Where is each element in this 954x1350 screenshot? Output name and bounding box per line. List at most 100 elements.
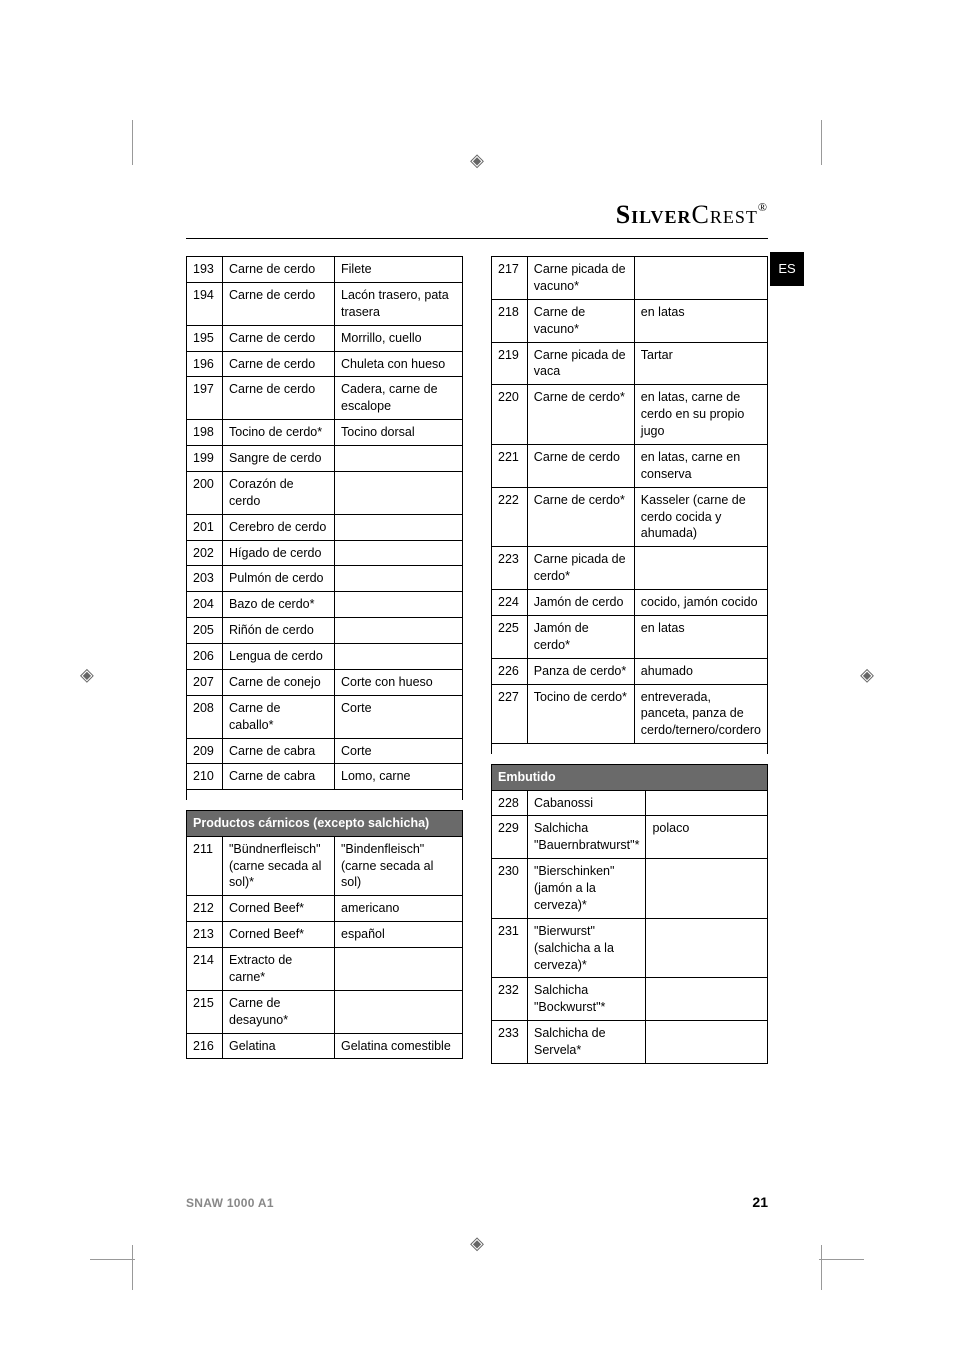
code-cell: 194 bbox=[187, 282, 223, 325]
name-cell: Extracto de carne* bbox=[223, 948, 335, 991]
code-cell: 200 bbox=[187, 471, 223, 514]
code-cell: 224 bbox=[492, 590, 528, 616]
name-cell: Carne de cerdo bbox=[223, 257, 335, 283]
name-cell: Jamón de cerdo bbox=[527, 590, 634, 616]
code-cell: 211 bbox=[187, 836, 223, 896]
name-cell: Carne de cerdo bbox=[527, 444, 634, 487]
code-cell: 199 bbox=[187, 446, 223, 472]
name-cell: Carne picada de cerdo* bbox=[527, 547, 634, 590]
code-cell: 197 bbox=[187, 377, 223, 420]
content-area: 193Carne de cerdoFilete194Carne de cerdo… bbox=[186, 256, 768, 1182]
detail-cell: Lacón trasero, pata trasera bbox=[335, 282, 463, 325]
name-cell: Corazón de cerdo bbox=[223, 471, 335, 514]
code-cell: 217 bbox=[492, 257, 528, 300]
crop-mark bbox=[132, 1245, 133, 1290]
detail-cell: en latas bbox=[634, 615, 767, 658]
registered-icon: ® bbox=[758, 200, 768, 214]
detail-cell: español bbox=[335, 922, 463, 948]
left-column: 193Carne de cerdoFilete194Carne de cerdo… bbox=[186, 256, 463, 1182]
code-cell: 219 bbox=[492, 342, 528, 385]
name-cell: Salchicha "Bockwurst"* bbox=[528, 978, 646, 1021]
code-cell: 205 bbox=[187, 618, 223, 644]
code-cell: 226 bbox=[492, 658, 528, 684]
table-row: 199Sangre de cerdo bbox=[187, 446, 463, 472]
table-row: 228Cabanossi bbox=[492, 790, 768, 816]
detail-cell bbox=[335, 514, 463, 540]
table-row: 198Tocino de cerdo*Tocino dorsal bbox=[187, 420, 463, 446]
table-row: 219Carne picada de vacaTartar bbox=[492, 342, 768, 385]
detail-cell: Corte bbox=[335, 695, 463, 738]
detail-cell bbox=[335, 644, 463, 670]
detail-cell bbox=[646, 790, 768, 816]
brand-logo: SilverCrest® bbox=[616, 200, 768, 230]
code-cell: 195 bbox=[187, 325, 223, 351]
table-row: 224Jamón de cerdococido, jamón cocido bbox=[492, 590, 768, 616]
name-cell: Salchicha de Servela* bbox=[528, 1021, 646, 1064]
name-cell: "Bierwurst" (salchicha a la cerveza)* bbox=[528, 918, 646, 978]
detail-cell bbox=[335, 592, 463, 618]
table-row: 193Carne de cerdoFilete bbox=[187, 257, 463, 283]
detail-cell bbox=[335, 990, 463, 1033]
registration-mark-icon: ◈ bbox=[470, 1233, 484, 1254]
code-cell: 207 bbox=[187, 669, 223, 695]
spacer-row bbox=[492, 744, 768, 754]
table-row: 207Carne de conejoCorte con hueso bbox=[187, 669, 463, 695]
table-row: 203Pulmón de cerdo bbox=[187, 566, 463, 592]
detail-cell: en latas, carne de cerdo en su propio ju… bbox=[634, 385, 767, 445]
table-row: 216GelatinaGelatina comestible bbox=[187, 1033, 463, 1059]
model-label: SNAW 1000 A1 bbox=[186, 1196, 274, 1210]
name-cell: Carne de cerdo bbox=[223, 325, 335, 351]
name-cell: Carne de cerdo bbox=[223, 282, 335, 325]
detail-cell bbox=[646, 1021, 768, 1064]
table-right-b: Embutido228Cabanossi229Salchicha "Bauern… bbox=[491, 764, 768, 1064]
spacer-cell bbox=[187, 790, 463, 800]
name-cell: Carne picada de vaca bbox=[527, 342, 634, 385]
registration-mark-icon: ◈ bbox=[80, 665, 94, 686]
code-cell: 198 bbox=[187, 420, 223, 446]
crop-mark bbox=[819, 1259, 864, 1260]
table-row: 204Bazo de cerdo* bbox=[187, 592, 463, 618]
code-cell: 216 bbox=[187, 1033, 223, 1059]
code-cell: 204 bbox=[187, 592, 223, 618]
section-header-row: Productos cárnicos (excepto salchicha) bbox=[187, 810, 463, 836]
name-cell: Salchicha "Bauernbratwurst"* bbox=[528, 816, 646, 859]
table-row: 217Carne picada de vacuno* bbox=[492, 257, 768, 300]
code-cell: 203 bbox=[187, 566, 223, 592]
table-row: 202Hígado de cerdo bbox=[187, 540, 463, 566]
code-cell: 214 bbox=[187, 948, 223, 991]
name-cell: Lengua de cerdo bbox=[223, 644, 335, 670]
table-row: 195Carne de cerdoMorrillo, cuello bbox=[187, 325, 463, 351]
section-header-row: Embutido bbox=[492, 764, 768, 790]
detail-cell bbox=[335, 566, 463, 592]
code-cell: 202 bbox=[187, 540, 223, 566]
table-row: 215Carne de desayuno* bbox=[187, 990, 463, 1033]
name-cell: Cabanossi bbox=[528, 790, 646, 816]
code-cell: 212 bbox=[187, 896, 223, 922]
detail-cell: cocido, jamón cocido bbox=[634, 590, 767, 616]
detail-cell: Corte con hueso bbox=[335, 669, 463, 695]
name-cell: Tocino de cerdo* bbox=[223, 420, 335, 446]
detail-cell: en latas bbox=[634, 299, 767, 342]
name-cell: Bazo de cerdo* bbox=[223, 592, 335, 618]
detail-cell: polaco bbox=[646, 816, 768, 859]
table-row: 213Corned Beef*español bbox=[187, 922, 463, 948]
code-cell: 196 bbox=[187, 351, 223, 377]
name-cell: Tocino de cerdo* bbox=[527, 684, 634, 744]
code-cell: 232 bbox=[492, 978, 528, 1021]
detail-cell bbox=[646, 859, 768, 919]
crop-mark bbox=[90, 1259, 135, 1260]
table-row: 218Carne de vacuno*en latas bbox=[492, 299, 768, 342]
detail-cell bbox=[335, 540, 463, 566]
detail-cell: Gelatina comestible bbox=[335, 1033, 463, 1059]
name-cell: Cerebro de cerdo bbox=[223, 514, 335, 540]
detail-cell: Morrillo, cuello bbox=[335, 325, 463, 351]
code-cell: 225 bbox=[492, 615, 528, 658]
code-cell: 215 bbox=[187, 990, 223, 1033]
name-cell: Carne de cabra bbox=[223, 764, 335, 790]
table-row: 211"Bündnerfleisch" (carne secada al sol… bbox=[187, 836, 463, 896]
detail-cell bbox=[335, 446, 463, 472]
name-cell: Carne de cerdo* bbox=[527, 385, 634, 445]
table-row: 212Corned Beef*americano bbox=[187, 896, 463, 922]
name-cell: Sangre de cerdo bbox=[223, 446, 335, 472]
code-cell: 227 bbox=[492, 684, 528, 744]
